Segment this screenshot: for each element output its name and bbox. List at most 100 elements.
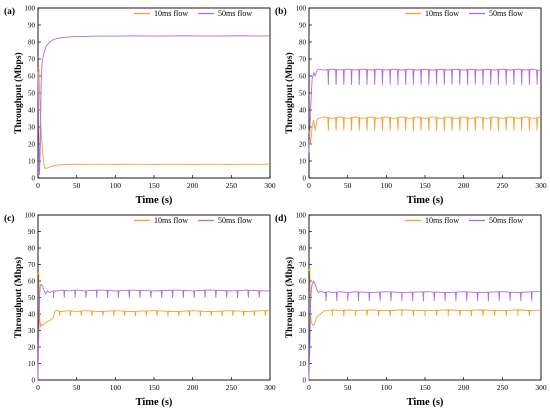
panel-label: (c) bbox=[4, 213, 15, 224]
x-tick-label: 50 bbox=[344, 181, 352, 190]
x-tick-label: 250 bbox=[226, 383, 238, 392]
y-tick-label: 100 bbox=[25, 212, 36, 220]
y-tick-label: 20 bbox=[28, 344, 36, 352]
x-tick-label: 100 bbox=[381, 181, 393, 190]
series-line-long-flow bbox=[37, 35, 271, 176]
y-tick-label: 70 bbox=[299, 56, 307, 64]
y-tick-label: 80 bbox=[299, 245, 307, 253]
plot-frame bbox=[37, 214, 271, 381]
y-tick-label: 50 bbox=[299, 294, 307, 302]
x-tick-label: 300 bbox=[264, 181, 276, 190]
y-tick-label: 30 bbox=[299, 327, 307, 335]
x-tick-label: 200 bbox=[458, 383, 470, 392]
y-tick-label: 70 bbox=[299, 261, 307, 269]
y-tick-label: 90 bbox=[28, 22, 36, 30]
y-tick-label: 60 bbox=[28, 278, 36, 286]
plot-frame bbox=[308, 214, 542, 381]
plot-frame bbox=[37, 7, 271, 179]
x-tick-label: 0 bbox=[36, 181, 40, 190]
y-tick-label: 50 bbox=[28, 294, 36, 302]
series-line-long-flow bbox=[308, 280, 541, 381]
y-tick-label: 60 bbox=[28, 73, 36, 81]
y-tick-label: 20 bbox=[28, 141, 36, 149]
y-tick-label: 0 bbox=[32, 175, 36, 183]
panel-a: 0 10 20 30 40 50 60 70 80 90 100 0 50 100 150 200 250 300… bbox=[4, 5, 276, 207]
x-tick-label: 0 bbox=[307, 181, 311, 190]
x-tick-label: 150 bbox=[419, 181, 431, 190]
x-tick-label: 100 bbox=[110, 383, 122, 392]
y-tick-label: 0 bbox=[303, 377, 307, 385]
x-tick-label: 150 bbox=[419, 383, 431, 392]
y-tick-label: 30 bbox=[28, 327, 36, 335]
y-tick-label: 90 bbox=[299, 22, 307, 30]
y-tick-label: 80 bbox=[299, 39, 307, 47]
y-tick-label: 80 bbox=[28, 245, 36, 253]
legend-label: 10ms flow bbox=[154, 9, 188, 18]
y-tick-label: 20 bbox=[299, 344, 307, 352]
x-tick-label: 250 bbox=[497, 383, 509, 392]
y-axis-label: Throughput (Mbps) bbox=[284, 52, 295, 133]
x-tick-label: 200 bbox=[458, 181, 470, 190]
y-tick-label: 40 bbox=[299, 311, 307, 319]
series-line-short-flow bbox=[308, 116, 542, 145]
y-tick-label: 70 bbox=[28, 56, 36, 64]
x-tick-label: 50 bbox=[344, 383, 352, 392]
x-tick-label: 100 bbox=[110, 181, 122, 190]
x-tick-label: 150 bbox=[148, 383, 160, 392]
series-line-short-flow bbox=[308, 267, 542, 326]
y-tick-label: 40 bbox=[299, 107, 307, 115]
panel-label: (b) bbox=[275, 6, 287, 17]
x-axis-label: Time (s) bbox=[407, 397, 444, 408]
y-tick-label: 30 bbox=[28, 124, 36, 132]
series-line-long-flow bbox=[308, 68, 542, 153]
y-tick-label: 50 bbox=[299, 90, 307, 98]
panel-d: 0 10 20 30 40 50 60 70 80 90 100 0 50 100 150 200 250 300… bbox=[275, 212, 547, 409]
series-line-short-flow bbox=[37, 65, 271, 170]
x-tick-label: 50 bbox=[73, 181, 81, 190]
y-tick-label: 20 bbox=[299, 141, 307, 149]
x-tick-label: 250 bbox=[226, 181, 238, 190]
x-tick-label: 100 bbox=[381, 383, 393, 392]
y-tick-label: 10 bbox=[299, 360, 307, 368]
y-tick-label: 40 bbox=[28, 311, 36, 319]
y-tick-label: 50 bbox=[28, 90, 36, 98]
x-tick-label: 300 bbox=[535, 383, 547, 392]
x-tick-label: 150 bbox=[148, 181, 160, 190]
y-tick-label: 60 bbox=[299, 73, 307, 81]
legend-label: 10ms flow bbox=[425, 216, 459, 225]
legend-label: 50ms flow bbox=[218, 216, 252, 225]
x-axis-label: Time (s) bbox=[407, 195, 444, 206]
y-tick-label: 40 bbox=[28, 107, 36, 115]
y-tick-label: 100 bbox=[296, 212, 307, 220]
series-line-short-flow bbox=[37, 270, 270, 328]
y-tick-label: 90 bbox=[299, 228, 307, 236]
y-tick-label: 0 bbox=[32, 377, 36, 385]
y-tick-label: 30 bbox=[299, 124, 307, 132]
legend-label: 50ms flow bbox=[489, 216, 523, 225]
y-tick-label: 80 bbox=[28, 39, 36, 47]
x-tick-label: 300 bbox=[535, 181, 547, 190]
x-tick-label: 300 bbox=[264, 383, 276, 392]
y-tick-label: 70 bbox=[28, 261, 36, 269]
plot-frame bbox=[308, 7, 542, 179]
y-axis-label: Throughput (Mbps) bbox=[13, 52, 24, 133]
panel-b: 0 10 20 30 40 50 60 70 80 90 100 0 50 100 150 200 250 300… bbox=[275, 5, 547, 207]
legend-label: 10ms flow bbox=[425, 9, 459, 18]
x-axis-label: Time (s) bbox=[136, 195, 173, 206]
series-line-long-flow bbox=[37, 283, 270, 381]
legend-label: 50ms flow bbox=[218, 9, 252, 18]
panel-c: 0 10 20 30 40 50 60 70 80 90 100 0 50 100 150 200 250 300… bbox=[4, 212, 276, 409]
x-tick-label: 200 bbox=[187, 383, 199, 392]
y-tick-label: 100 bbox=[25, 5, 36, 13]
y-tick-label: 60 bbox=[299, 278, 307, 286]
x-axis-label: Time (s) bbox=[136, 397, 173, 408]
y-tick-label: 10 bbox=[299, 158, 307, 166]
y-axis-label: Throughput (Mbps) bbox=[284, 257, 295, 338]
panel-label: (a) bbox=[4, 6, 15, 17]
y-tick-label: 0 bbox=[303, 175, 307, 183]
y-tick-label: 100 bbox=[296, 5, 307, 13]
legend-label: 50ms flow bbox=[489, 9, 523, 18]
legend-label: 10ms flow bbox=[154, 216, 188, 225]
x-tick-label: 50 bbox=[73, 383, 81, 392]
y-tick-label: 90 bbox=[28, 228, 36, 236]
